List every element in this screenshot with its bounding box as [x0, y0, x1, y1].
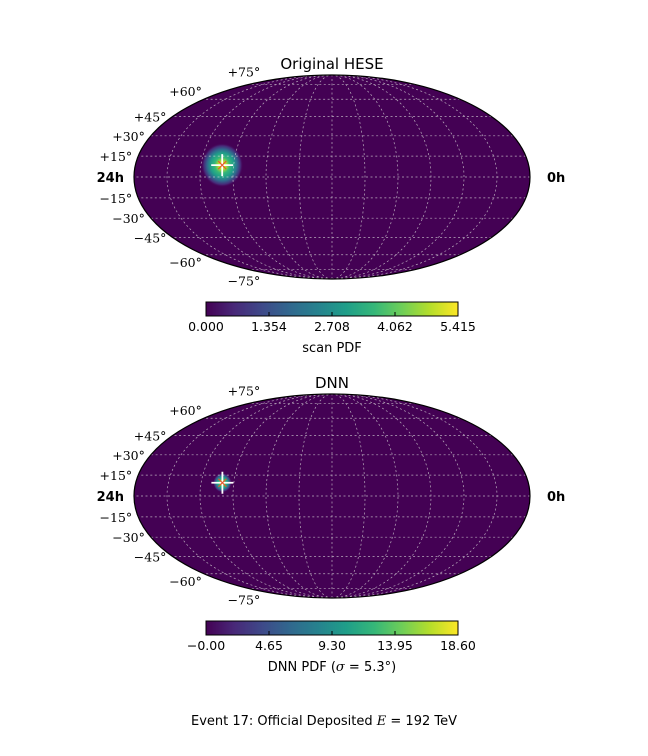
panel-title-dnn: DNN: [315, 374, 349, 392]
colorbar-tick-label: 0.000: [188, 319, 224, 334]
dec-label: +60°: [169, 403, 202, 418]
dec-label: +60°: [169, 84, 202, 99]
colorbar-label-value: = 5.3°): [345, 660, 396, 675]
graticule-dnn: [134, 394, 530, 598]
ra-label-left: 24h: [97, 171, 124, 186]
colorbar-label-text: scan PDF: [302, 341, 362, 356]
colorbar-tick-label: 18.60: [440, 638, 476, 653]
graticule-meridian: [331, 394, 366, 598]
colorbar-tick-label: 13.95: [377, 638, 413, 653]
figure-caption: Event 17: Official Deposited E = 192 TeV: [0, 714, 648, 729]
dec-label: −75°: [228, 592, 261, 607]
colorbar-tick-label: 1.354: [251, 319, 287, 334]
graticule-meridian: [331, 75, 399, 279]
graticule-meridian: [166, 394, 333, 598]
event-marker-dnn: [211, 471, 234, 494]
dec-label: −75°: [228, 273, 261, 288]
colorbar-label-hese: scan PDF: [302, 341, 362, 356]
dec-label: −60°: [169, 574, 202, 589]
colorbar-tick-label: 4.062: [377, 319, 413, 334]
graticule-meridian: [331, 394, 432, 598]
dec-label: +15°: [100, 468, 133, 483]
skymap-outline-dnn: [133, 393, 531, 599]
dec-label: +15°: [100, 149, 133, 164]
skymap-panel-dnn: DNN 24h 0h +75° +60°+45° +30° +15° −15° −30° −45°…: [97, 374, 566, 675]
dec-label: −30°: [112, 530, 145, 545]
colorbar-tick-label: 5.415: [440, 319, 476, 334]
graticule-meridian: [331, 394, 498, 598]
skymap-panel-original-hese: Original HESE 24h 0h +75° +60°+45° +30° +15° −1…: [97, 55, 566, 356]
dec-label: +75°: [228, 65, 261, 80]
colorbar-label-sigma: σ: [336, 660, 346, 675]
graticule-meridian: [298, 75, 333, 279]
caption-energy-symbol: E: [376, 714, 387, 729]
graticule-meridian: [331, 75, 366, 279]
colorbar-tick-label: 2.708: [314, 319, 350, 334]
graticule-meridian: [199, 394, 333, 598]
colorbar-tick-label: 9.30: [318, 638, 346, 653]
panel-title-hese: Original HESE: [280, 55, 383, 73]
dec-label: +45°: [134, 110, 167, 125]
dec-label: −15°: [100, 191, 133, 206]
graticule-meridian: [199, 75, 333, 279]
dec-label: −60°: [169, 255, 202, 270]
ra-label-right: 0h: [547, 171, 565, 186]
colorbar-label-text: DNN PDF (: [268, 660, 336, 675]
graticule-meridian: [166, 75, 333, 279]
ra-label-right: 0h: [547, 490, 565, 505]
graticule-meridian: [331, 394, 465, 598]
event-marker-hese: [211, 154, 234, 177]
dec-label: +45°: [134, 429, 167, 444]
colorbar-tick-label: 4.65: [255, 638, 283, 653]
graticule-meridian: [331, 394, 399, 598]
graticule-meridian: [232, 75, 333, 279]
dec-label: +30°: [112, 129, 145, 144]
dec-label: −15°: [100, 510, 133, 525]
graticule-meridian: [265, 75, 333, 279]
dec-label: −45°: [134, 230, 167, 245]
graticule-meridian: [331, 75, 432, 279]
colorbar-tick-label: −0.00: [187, 638, 225, 653]
colorbar-label-dnn: DNN PDF (σ = 5.3°): [268, 660, 396, 675]
ra-label-left: 24h: [97, 490, 124, 505]
dec-label: −45°: [134, 549, 167, 564]
skymap-outline-hese: [133, 74, 531, 280]
caption-energy-value: = 192 TeV: [386, 714, 457, 729]
dec-label: −30°: [112, 211, 145, 226]
caption-text: Event 17: Official Deposited: [190, 714, 377, 729]
dec-label: +75°: [228, 384, 261, 399]
graticule-meridian: [265, 394, 333, 598]
graticule-meridian: [331, 75, 465, 279]
dec-label: +30°: [112, 448, 145, 463]
graticule-meridian: [298, 394, 333, 598]
graticule-meridian: [331, 75, 498, 279]
graticule-meridian: [232, 394, 333, 598]
graticule-hese: [134, 75, 530, 279]
